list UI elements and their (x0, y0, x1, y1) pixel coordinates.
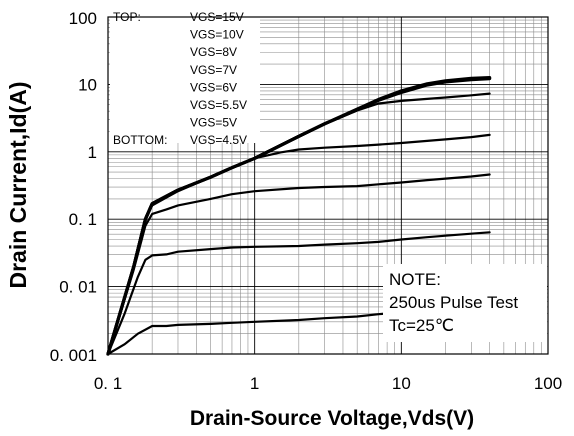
legend-entry: VGS=8V (190, 45, 237, 59)
series-line (106, 312, 389, 356)
y-tick-label: 1 (88, 143, 97, 162)
y-tick-label: 0. 1 (69, 210, 97, 229)
x-axis-label: Drain-Source Voltage,Vds(V) (190, 407, 474, 430)
legend-entry: VGS=5V (190, 116, 237, 130)
x-tick-label: 100 (534, 374, 562, 393)
legend-entry: VGS=7V (190, 63, 237, 77)
note-line-1: 250us Pulse Test (389, 293, 518, 312)
y-tick-labels: 0. 001 0. 01 0. 1 1 10 100 (50, 9, 97, 365)
y-axis-label: Drain Current,Id(A) (5, 82, 31, 289)
legend-entry: VGS=6V (190, 80, 237, 94)
series-line (106, 231, 491, 356)
legend-entries: VGS=15VVGS=10VVGS=8VVGS=7VVGS=6VVGS=5.5V… (190, 10, 247, 147)
series-line (106, 133, 491, 356)
x-tick-label: 0. 1 (94, 374, 122, 393)
legend-entry: VGS=5.5V (190, 98, 247, 112)
y-tick-label: 0. 001 (50, 346, 97, 365)
x-tick-labels: 0. 1 1 10 100 (94, 374, 562, 393)
series-line (106, 173, 491, 356)
legend: TOP: BOTTOM: VGS=15VVGS=10VVGS=8VVGS=7VV… (110, 10, 260, 147)
legend-entry: VGS=10V (190, 28, 244, 42)
y-tick-label: 100 (69, 9, 97, 28)
legend-background (110, 10, 260, 143)
note-background (383, 264, 547, 342)
note-line-2: Tc=25℃ (389, 316, 454, 335)
x-tick-label: 1 (250, 374, 259, 393)
x-tick-label: 10 (392, 374, 411, 393)
plot-frame (107, 16, 549, 355)
y-tick-label: 10 (78, 75, 97, 94)
legend-entry: VGS=4.5V (190, 133, 247, 147)
note-title: NOTE: (389, 270, 441, 289)
legend-bottom-label: BOTTOM: (113, 133, 167, 147)
note-box: NOTE: 250us Pulse Test Tc=25℃ (383, 264, 547, 342)
series-curves (106, 76, 492, 356)
y-tick-label: 0. 01 (59, 278, 97, 297)
